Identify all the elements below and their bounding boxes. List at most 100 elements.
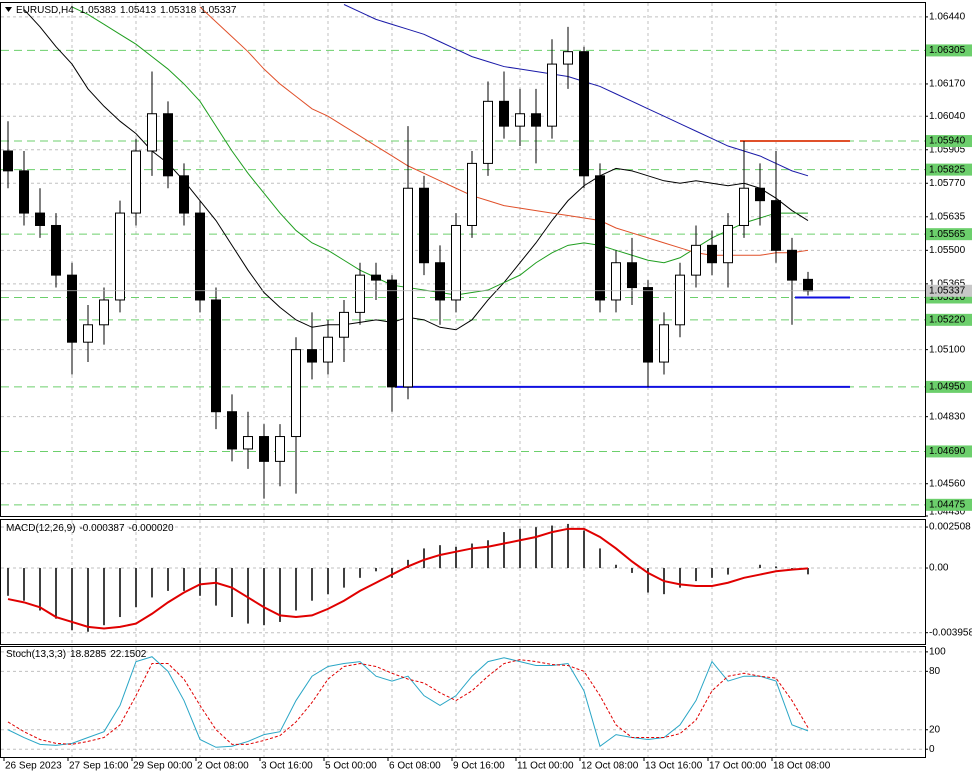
- level-label-bg: [926, 498, 972, 511]
- x-tick-label: 6 Oct 08:00: [389, 761, 441, 772]
- x-tick-label: 5 Oct 00:00: [325, 761, 377, 772]
- candle-body: [755, 187, 765, 202]
- current-price-label: 1.05337: [929, 285, 966, 296]
- stoch-plot: [7, 656, 809, 748]
- candle-body: [627, 262, 637, 289]
- level-label: 1.05310: [929, 292, 966, 303]
- level-label-bg: [926, 445, 972, 458]
- x-tick-label: 26 Sep 2023: [5, 761, 62, 772]
- y-tick-label: 1.05365: [929, 278, 966, 289]
- candle-body: [275, 436, 285, 462]
- x-tick-label: 9 Oct 16:00: [453, 761, 505, 772]
- candle-body: [643, 287, 653, 363]
- level-label: 1.05220: [929, 314, 966, 325]
- indicator-line: [23, 9, 809, 331]
- y-tick-label: 1.05905: [929, 144, 966, 155]
- candle-body: [595, 175, 605, 301]
- candle-body: [19, 170, 29, 214]
- candle-body: [403, 187, 413, 388]
- level-label-bg: [926, 228, 972, 241]
- macd-value: -0.000387: [79, 523, 124, 534]
- candle-body: [515, 113, 525, 127]
- level-label: 1.04475: [929, 499, 966, 510]
- y-tick-label: 1.06040: [929, 111, 966, 122]
- candle-body: [723, 224, 733, 264]
- indicator-line: [343, 4, 809, 177]
- candle-body: [787, 249, 797, 281]
- candle-body: [611, 262, 621, 301]
- low: 1.05318: [160, 5, 197, 16]
- candle-body: [291, 349, 301, 438]
- candle-body: [339, 311, 349, 338]
- axes: 26 Sep 2023 27 Sep 16:00 29 Sep 00:00 2 Oct…: [3, 12, 972, 772]
- candle-body: [483, 100, 493, 164]
- candle-body: [451, 224, 461, 301]
- candle-body: [739, 187, 749, 226]
- d-value: 22.1502: [110, 649, 147, 660]
- macd-header: MACD(12,26,9) -0.000387 -0.000020: [6, 523, 174, 534]
- y-tick-label: 1.04430: [929, 507, 966, 518]
- y-tick-label: 1.06170: [929, 79, 966, 90]
- level-label: 1.06305: [929, 45, 966, 56]
- candle-body: [67, 274, 77, 343]
- y-tick-label: 100: [929, 647, 946, 658]
- level-label-bg: [926, 380, 972, 393]
- candle-body: [35, 212, 45, 226]
- candle-body: [499, 100, 509, 127]
- y-tick-label: 20: [929, 724, 941, 735]
- candle-body: [259, 436, 269, 462]
- indicator-line: [7, 659, 809, 745]
- candle-body: [323, 336, 333, 363]
- y-tick-label: 1.05100: [929, 344, 966, 355]
- level-label-bg: [926, 313, 972, 326]
- level-label-bg: [926, 163, 972, 176]
- candle-body: [131, 150, 141, 214]
- y-tick-label: 1.04830: [929, 411, 966, 422]
- symbol: EURUSD,H4: [16, 5, 74, 16]
- open: 1.05383: [80, 5, 117, 16]
- level-label: 1.05940: [929, 136, 966, 147]
- candle-body: [99, 299, 109, 326]
- stoch-header: Stoch(13,3,3) 18.8285 22.1502: [6, 649, 147, 660]
- price-panel: [0, 2, 926, 517]
- candle-body: [195, 212, 205, 301]
- current-price-bg: [926, 284, 972, 297]
- candle-body: [3, 150, 13, 172]
- x-tick-label: 2 Oct 08:00: [197, 761, 249, 772]
- candle-body: [771, 200, 781, 251]
- stoch-panel: [0, 646, 926, 758]
- candle-body: [707, 244, 717, 264]
- candle-body: [355, 274, 365, 313]
- x-tick-label: 27 Sep 16:00: [69, 761, 129, 772]
- candle-body: [675, 274, 685, 326]
- level-label: 1.05825: [929, 164, 966, 175]
- level-label: 1.04950: [929, 382, 966, 393]
- price-header: EURUSD,H4 1.05383 1.05413 1.05318 1.05337: [16, 5, 237, 16]
- close: 1.05337: [200, 5, 237, 16]
- macd-panel: [0, 519, 926, 645]
- stoch-title: Stoch(13,3,3): [6, 649, 66, 660]
- macd-title: MACD(12,26,9): [6, 523, 75, 534]
- level-label-bg: [926, 135, 972, 148]
- candle-body: [83, 324, 93, 343]
- y-tick-label: 0.002508: [929, 522, 971, 533]
- x-tick-label: 18 Oct 08:00: [773, 761, 831, 772]
- candle-body: [163, 113, 173, 177]
- candle-body: [419, 187, 429, 264]
- candle-body: [563, 51, 573, 65]
- macd-plot: [7, 523, 809, 632]
- y-tick-label: 1.05500: [929, 245, 966, 256]
- k-value: 18.8285: [70, 649, 107, 660]
- x-tick-label: 29 Sep 00:00: [133, 761, 193, 772]
- candle-body: [659, 324, 669, 363]
- x-tick-label: 11 Oct 00:00: [517, 761, 574, 772]
- candle-body: [435, 262, 445, 301]
- candle-body: [387, 279, 397, 388]
- grid: [1, 3, 925, 757]
- menu-arrow[interactable]: [5, 7, 12, 12]
- candle-body: [115, 212, 125, 301]
- y-tick-label: 1.05635: [929, 211, 966, 222]
- high: 1.05413: [120, 5, 157, 16]
- y-tick-label: 1.05770: [929, 178, 966, 189]
- candle-body: [51, 224, 61, 276]
